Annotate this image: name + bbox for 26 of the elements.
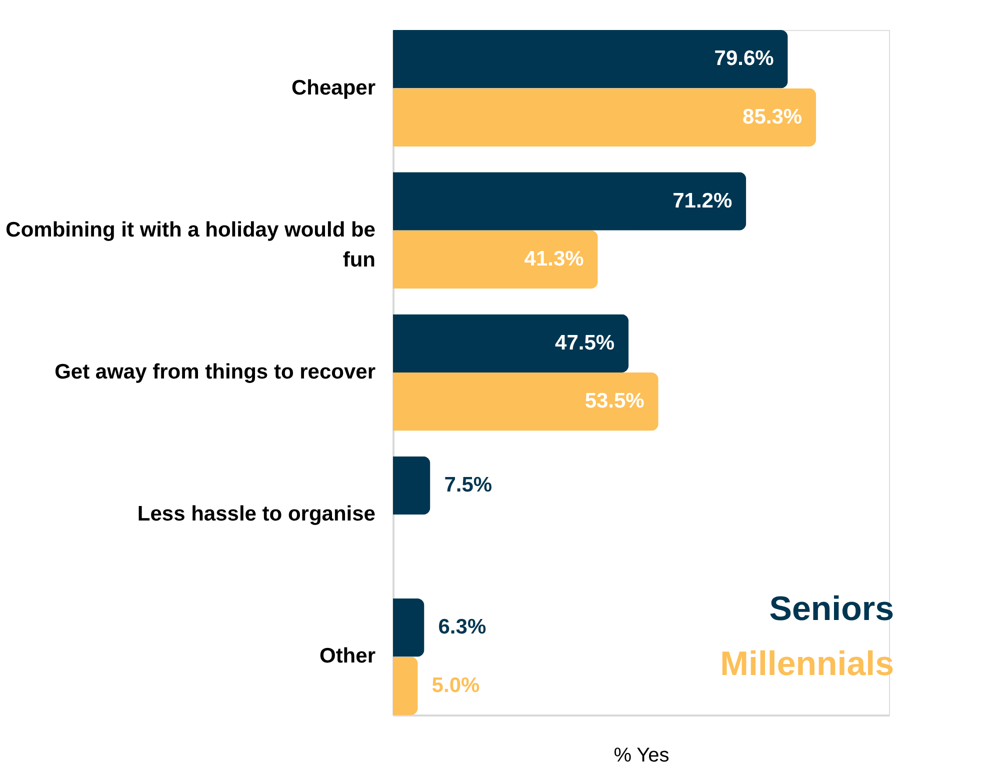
- bar: [393, 656, 418, 715]
- bar: [393, 30, 788, 88]
- text: Millennials: [720, 645, 894, 683]
- bar: [393, 88, 816, 147]
- data-label: 47.5%: [555, 331, 615, 354]
- bar: [393, 372, 658, 431]
- data-label: 79.6%: [714, 47, 774, 70]
- y-tick-label: Less hassle to organise: [137, 502, 376, 526]
- bar: [393, 598, 424, 657]
- bar: [393, 230, 598, 289]
- bar: [393, 172, 746, 230]
- y-tick-label: Get away from things to recover: [54, 360, 376, 384]
- bar: [393, 314, 629, 372]
- text: Seniors: [769, 590, 894, 628]
- y-tick-label: Combining it with a holiday would be fun: [6, 218, 376, 272]
- data-label: 85.3%: [742, 105, 802, 128]
- data-label: 41.3%: [524, 248, 584, 271]
- data-label: 71.2%: [672, 189, 732, 212]
- data-label: 53.5%: [584, 390, 645, 413]
- x-axis-title: % Yes: [614, 744, 670, 766]
- bar: [393, 456, 430, 515]
- data-label: 7.5%: [444, 473, 492, 496]
- y-tick-label: Other: [319, 644, 376, 668]
- y-tick-label: Cheaper: [291, 76, 376, 100]
- data-label: 6.3%: [438, 616, 486, 639]
- data-label: 5.0%: [432, 674, 480, 697]
